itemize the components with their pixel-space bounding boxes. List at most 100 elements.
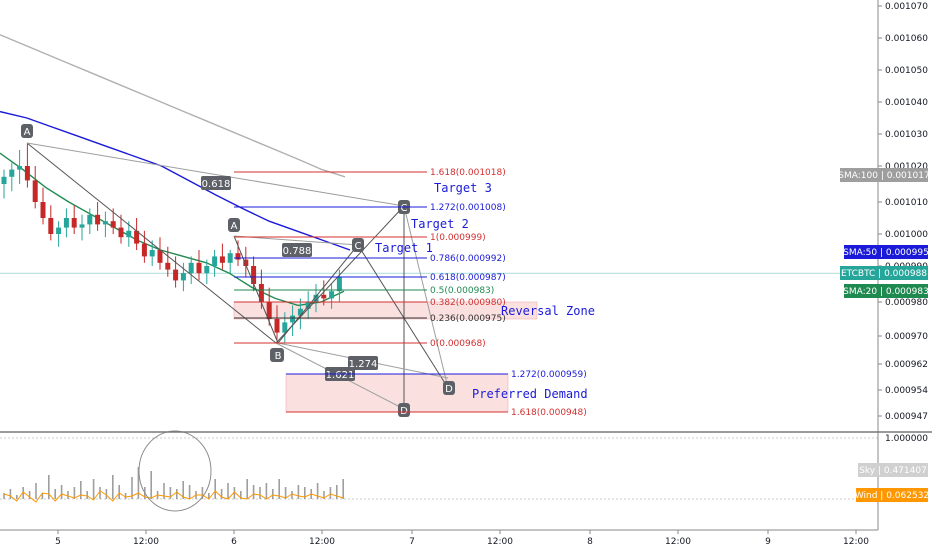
axis-tag-label: ETCBTC | 0.000988 — [841, 269, 927, 279]
x-tick-label: 6 — [231, 537, 237, 547]
candle-body[interactable] — [40, 202, 46, 218]
candle-body[interactable] — [149, 250, 155, 257]
candle-body[interactable] — [1, 176, 7, 184]
y-tick-label: 0.001030 — [885, 130, 928, 140]
y-tick-label: 0.001020 — [885, 162, 928, 172]
pattern2-leg-ab[interactable] — [277, 244, 359, 344]
candles[interactable] — [1, 143, 342, 343]
x-tick-label: 12:00 — [487, 537, 513, 547]
fib-label: 0.236(0.000975) — [430, 314, 506, 324]
x-tick-label: 12:00 — [843, 537, 869, 547]
pattern-leg-xa[interactable] — [26, 142, 277, 344]
candle-body[interactable] — [329, 291, 335, 299]
axis-tag — [858, 463, 928, 477]
axis-tag-label: SMA:100 | 0.001017 — [838, 171, 929, 181]
y-tick-label: 0.001070 — [885, 2, 928, 12]
indicator-axis-label: 1.000000 — [885, 434, 928, 444]
candle-body[interactable] — [165, 262, 171, 270]
candle-body[interactable] — [32, 180, 38, 202]
candle-body[interactable] — [204, 266, 210, 274]
fib-label: 1.618(0.001018) — [430, 168, 506, 178]
candle-body[interactable] — [235, 253, 241, 260]
candle-body[interactable] — [290, 315, 296, 323]
ratio-badge — [282, 243, 312, 257]
pattern2-leg-bc[interactable] — [357, 244, 449, 389]
candle-body[interactable] — [79, 224, 85, 228]
pattern-ratio-line[interactable] — [26, 142, 405, 207]
point-badge-label: A — [24, 127, 31, 138]
ratio-badge-label: 1.274 — [349, 359, 378, 370]
candle-body[interactable] — [227, 253, 233, 263]
candle-body[interactable] — [212, 256, 218, 266]
candle-body[interactable] — [102, 221, 108, 225]
y-tick-label: 0.000947 — [885, 412, 928, 422]
candle-body[interactable] — [126, 230, 132, 238]
candle-body[interactable] — [188, 262, 194, 274]
x-tick-label: 12:00 — [133, 537, 159, 547]
point-badge-label: B — [275, 351, 282, 362]
candle-body[interactable] — [336, 276, 342, 292]
annotation-label: Preferred Demand — [472, 387, 588, 401]
sky-wind-indicator: 1.000000 — [0, 430, 928, 512]
wind-line — [3, 490, 344, 503]
candle-body[interactable] — [9, 169, 15, 177]
point-badge-label: C — [355, 241, 362, 252]
candle-body[interactable] — [258, 284, 264, 302]
point-badge-label: A — [231, 221, 238, 232]
fib-label: 0(0.000968) — [430, 339, 486, 349]
candle-body[interactable] — [71, 218, 77, 228]
candle-body[interactable] — [118, 227, 124, 238]
fib-label: 0.618(0.000987) — [430, 273, 506, 283]
candle-body[interactable] — [313, 294, 319, 302]
candle-body[interactable] — [134, 230, 140, 244]
x-tick-label: 7 — [409, 537, 415, 547]
point-badge-label: C — [401, 203, 408, 214]
candle-body[interactable] — [282, 322, 288, 333]
candle-body[interactable] — [141, 243, 147, 257]
candle-body[interactable] — [56, 227, 62, 234]
candle-body[interactable] — [274, 319, 280, 333]
candle-body[interactable] — [321, 294, 327, 299]
fib-label: 1.272(0.000959) — [511, 370, 587, 380]
point-badge — [272, 348, 284, 362]
candle-body[interactable] — [297, 308, 303, 316]
axis-tag-label: SMA:50 | 0.000995 — [843, 248, 929, 258]
candle-body[interactable] — [251, 266, 257, 284]
x-tick-label: 9 — [765, 537, 771, 547]
sma-line — [0, 110, 351, 251]
annotation-label: Target 3 — [434, 181, 492, 195]
axis-tag-label: Sky | 0.471407 — [859, 466, 927, 476]
axis-tag — [844, 245, 928, 259]
candle-body[interactable] — [63, 218, 69, 228]
candle-body[interactable] — [219, 256, 225, 263]
candle-body[interactable] — [173, 269, 179, 281]
candle-body[interactable] — [17, 166, 23, 170]
candle-body[interactable] — [266, 302, 272, 319]
ratio-badge — [201, 176, 231, 190]
candle-body[interactable] — [180, 273, 186, 281]
ratio-badge-label: 0.788 — [283, 246, 312, 257]
candle-body[interactable] — [95, 214, 101, 225]
axis-tag — [856, 488, 928, 502]
fib-label: 0.786(0.000992) — [430, 254, 506, 264]
candle-body[interactable] — [48, 218, 54, 234]
annotation-label: Target 1 — [375, 241, 433, 255]
candle-body[interactable] — [87, 214, 93, 225]
pattern-leg-ab[interactable] — [275, 205, 405, 344]
y-tick-label: 0.001050 — [885, 66, 928, 76]
annotation-label: Reversal Zone — [501, 304, 595, 318]
candle-body[interactable] — [24, 166, 30, 181]
axis-tag-label: Wind | 0.062532 — [855, 491, 929, 501]
y-tick-label: 0.000954 — [885, 386, 928, 396]
candle-body[interactable] — [157, 250, 163, 263]
x-tick-label: 12:00 — [665, 537, 691, 547]
candle-body[interactable] — [196, 262, 202, 274]
pattern2-ratio-line[interactable] — [403, 205, 449, 389]
candle-body[interactable] — [110, 221, 116, 228]
ratio-badge-label: 0.618 — [202, 179, 231, 190]
annotations: Target 3 Target 2 Target 1 Reversal Zone Pre… — [375, 181, 595, 401]
highlight-circle — [138, 430, 212, 512]
candle-body[interactable] — [243, 259, 249, 266]
